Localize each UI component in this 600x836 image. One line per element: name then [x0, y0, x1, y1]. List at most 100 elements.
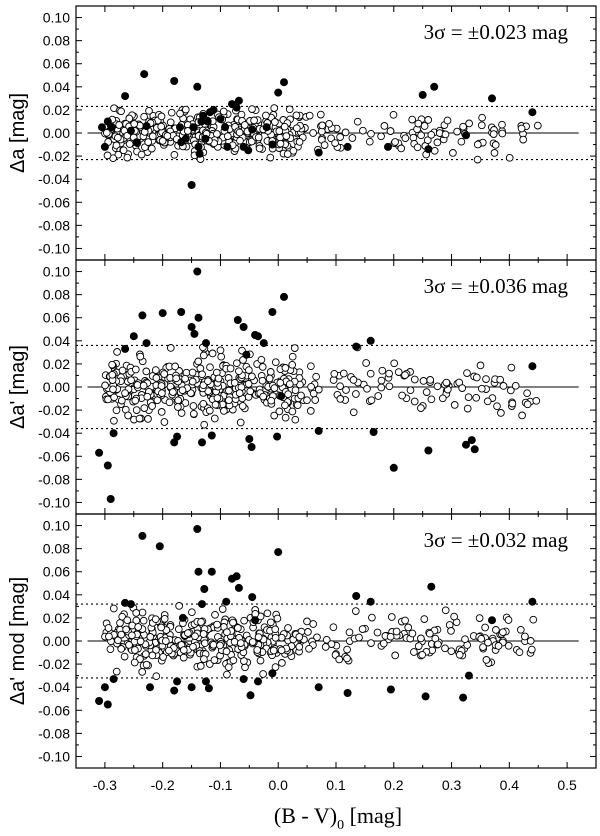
filled-point — [459, 693, 468, 702]
open-point — [132, 609, 141, 617]
open-point — [291, 386, 300, 395]
open-point — [117, 645, 126, 653]
open-point — [112, 667, 121, 676]
open-point — [523, 400, 532, 409]
filled-point — [107, 123, 116, 132]
open-point — [259, 392, 268, 401]
filled-point — [106, 495, 115, 503]
x-axis: -0.3 -0.2 -0.1 0.0 0.1 0.2 0.3 0.4 0.5 (B - V)0 [… — [93, 777, 577, 833]
open-point — [504, 616, 513, 624]
open-point — [478, 113, 486, 122]
y-tick-label: 0.00 — [43, 379, 70, 395]
y-tick-label: -0.04 — [38, 425, 70, 441]
filled-point — [314, 683, 323, 692]
open-point — [345, 628, 354, 637]
open-point — [281, 364, 290, 372]
open-point — [519, 135, 528, 144]
filled-point — [129, 332, 138, 341]
open-point — [518, 411, 526, 420]
open-point — [152, 374, 161, 382]
open-point — [271, 358, 280, 367]
filled-point — [201, 134, 210, 143]
y-tick-label: -0.02 — [38, 656, 70, 672]
open-point — [230, 378, 239, 387]
y-tick-label: -0.04 — [38, 679, 70, 695]
filled-point — [274, 548, 283, 557]
open-point — [404, 623, 413, 632]
open-point — [491, 141, 500, 149]
open-point — [200, 420, 209, 429]
open-point — [353, 117, 362, 126]
y-tick-label: -0.10 — [38, 240, 70, 256]
open-point — [270, 411, 279, 420]
open-point — [255, 144, 264, 153]
open-point — [314, 385, 323, 394]
open-point — [116, 619, 124, 627]
filled-point — [207, 567, 216, 576]
open-point — [167, 108, 176, 117]
filled-point — [488, 94, 496, 103]
y-tick-label: 0.08 — [43, 33, 70, 49]
open-point — [275, 127, 284, 135]
filled-point — [100, 142, 109, 151]
open-point — [374, 392, 383, 400]
open-point — [325, 119, 333, 128]
y-tick-label: 0.00 — [43, 125, 70, 141]
open-points — [101, 104, 542, 164]
open-point — [386, 632, 395, 641]
filled-point — [176, 123, 184, 132]
filled-point — [189, 123, 198, 132]
filled-point — [103, 117, 112, 126]
filled-point — [239, 675, 248, 684]
filled-point — [384, 142, 392, 151]
filled-point — [200, 585, 209, 593]
filled-point — [173, 677, 182, 686]
y-tick-label: 0.06 — [43, 564, 70, 580]
filled-point — [314, 148, 323, 157]
open-point — [269, 646, 278, 655]
open-point — [343, 654, 351, 663]
open-point — [271, 118, 279, 126]
filled-point — [181, 134, 190, 143]
open-point — [424, 116, 433, 124]
open-point — [213, 394, 222, 402]
open-point — [508, 399, 517, 408]
open-point — [232, 359, 241, 368]
filled-point — [280, 78, 288, 87]
open-point — [229, 656, 238, 665]
open-point — [200, 655, 208, 663]
y-tick-label: -0.08 — [38, 471, 70, 487]
open-point — [386, 127, 395, 135]
open-point — [148, 132, 157, 141]
filled-point — [158, 309, 167, 318]
open-point — [278, 659, 286, 667]
filled-point — [109, 429, 118, 438]
open-point — [277, 646, 286, 655]
sigma-annotation: 3σ = ±0.032 mag — [424, 528, 569, 552]
y-tick-label: -0.06 — [38, 448, 70, 464]
filled-point — [190, 329, 199, 338]
open-point — [434, 640, 442, 649]
open-point — [224, 663, 233, 672]
open-point — [494, 642, 503, 650]
filled-point — [193, 525, 202, 533]
open-point — [401, 371, 409, 379]
open-point — [148, 651, 157, 660]
open-point — [477, 121, 486, 130]
open-point — [433, 382, 442, 391]
filled-point — [232, 103, 241, 112]
filled-point — [193, 82, 202, 91]
open-point — [497, 409, 505, 417]
x-axis-label-unit: [mag] — [344, 803, 402, 828]
open-point — [199, 630, 208, 638]
open-point — [152, 672, 161, 681]
open-point — [329, 623, 338, 632]
open-point — [410, 648, 418, 656]
open-point — [138, 608, 147, 617]
open-point — [293, 401, 302, 410]
filled-point — [245, 435, 254, 443]
filled-point — [207, 431, 216, 440]
filled-point — [352, 592, 361, 600]
filled-point — [142, 122, 151, 131]
open-point — [271, 663, 280, 671]
